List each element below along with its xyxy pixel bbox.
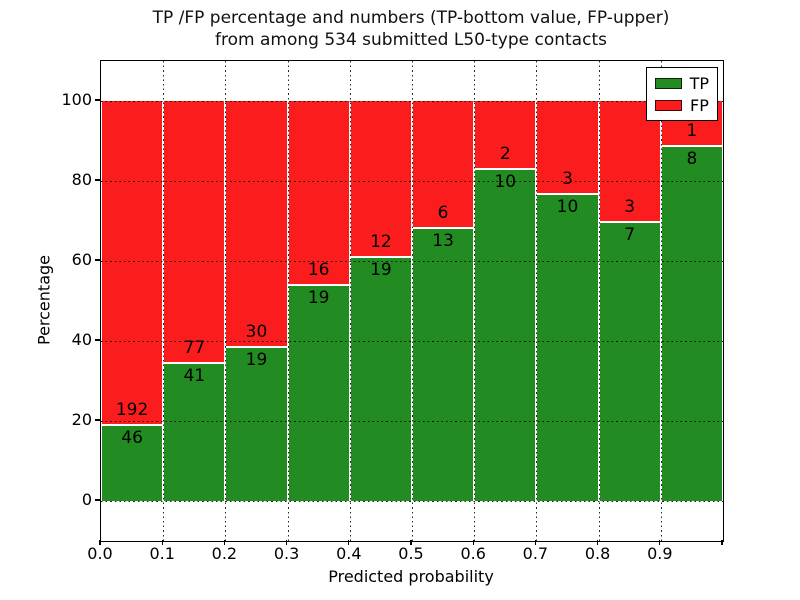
gridline-vertical (660, 61, 662, 541)
gridline-vertical (163, 61, 165, 541)
x-tick-label: 0.0 (87, 544, 113, 563)
fp-count-label: 192 (115, 399, 149, 420)
tp-count-label: 41 (183, 366, 206, 387)
bar-segment-tp (536, 193, 599, 501)
x-tick-mark (472, 540, 474, 545)
chart-title-line2: from among 534 submitted L50-type contac… (215, 30, 607, 50)
gridline-vertical (225, 61, 227, 541)
gridline-vertical (349, 61, 351, 541)
plot-area: TP FP 192 46 77 41 30 19 16 19 12 19 6 13 2 10 3 10 3 7 1 8 (100, 60, 724, 542)
gridline-vertical (536, 61, 538, 541)
bar-segment-fp (287, 101, 350, 284)
bar-segment-fp (225, 101, 288, 346)
x-tick-mark (596, 540, 599, 545)
x-tick-label: 0.5 (398, 544, 424, 563)
bar-segment-tp (101, 423, 164, 501)
fp-count-label: 2 (499, 143, 511, 164)
x-tick-label: 0.8 (584, 544, 611, 563)
chart-title-line1: TP /FP percentage and numbers (TP-bottom… (152, 8, 670, 28)
chart-title: TP /FP percentage and numbers (TP-bottom… (100, 7, 722, 51)
fp-count-label: 30 (245, 321, 268, 342)
bar-segment-fp (349, 101, 412, 256)
y-tick-mark (95, 259, 100, 261)
fp-count-label: 6 (437, 203, 449, 224)
bar-segment-fp (101, 101, 164, 424)
x-tick-mark (285, 540, 288, 545)
legend-item-fp: FP (655, 96, 709, 115)
tp-count-label: 19 (307, 287, 330, 308)
gridline-vertical (287, 61, 289, 541)
x-tick-mark (223, 540, 226, 545)
bar-segment-tp (163, 362, 226, 501)
x-tick-mark (348, 540, 350, 545)
x-tick-label: 0.9 (647, 544, 673, 563)
x-tick-mark (161, 540, 163, 545)
x-tick-label: 0.7 (522, 544, 549, 563)
tp-count-label: 8 (686, 149, 698, 170)
tp-count-label: 13 (432, 231, 454, 252)
tp-count-label: 10 (556, 197, 579, 218)
x-tick-mark (534, 540, 537, 545)
fp-count-label: 3 (624, 197, 636, 217)
fp-count-label: 77 (183, 338, 206, 359)
bar-segment-tp (598, 221, 661, 501)
tp-count-label: 46 (121, 427, 143, 448)
fp-count-label: 16 (307, 259, 330, 280)
fp-legend-label: FP (690, 96, 709, 115)
bar-segment-tp (412, 227, 475, 501)
tp-count-label: 19 (245, 349, 268, 370)
bar-segment-fp (163, 101, 226, 363)
x-tick-mark (659, 540, 661, 545)
fp-count-label: 3 (562, 169, 573, 190)
y-tick-label: 40 (71, 330, 92, 349)
x-tick-label: 0.3 (273, 544, 300, 563)
bar-segment-fp (536, 101, 599, 194)
x-tick-label: 0.4 (336, 544, 362, 563)
bar-segment-tp (660, 145, 723, 501)
y-tick-mark (95, 499, 100, 501)
x-tick-mark (721, 540, 723, 545)
bar-segment-tp (225, 345, 288, 501)
y-tick-label: 100 (61, 90, 92, 109)
y-tick-label: 20 (71, 410, 92, 429)
y-tick-mark (95, 339, 100, 341)
tp-legend-label: TP (689, 74, 709, 93)
tp-count-label: 7 (624, 225, 636, 245)
bar-segment-tp (474, 167, 537, 501)
x-tick-mark (410, 540, 412, 545)
y-tick-label: 80 (71, 170, 92, 189)
legend: TP FP (646, 67, 718, 121)
y-tick-mark (95, 99, 100, 101)
tp-legend-swatch (655, 78, 682, 89)
gridline-vertical (598, 61, 600, 541)
tp-count-label: 10 (494, 171, 517, 192)
bar-segment-tp (349, 255, 412, 501)
x-tick-mark (99, 540, 101, 545)
y-axis-label: Percentage (34, 254, 54, 346)
bar-segment-tp (287, 283, 350, 501)
y-tick-label: 60 (71, 250, 92, 269)
fp-count-label: 12 (370, 231, 392, 252)
tp-count-label: 19 (370, 259, 392, 280)
bar-segment-fp (412, 101, 475, 228)
fp-count-label: 1 (686, 121, 698, 142)
x-tick-label: 0.6 (460, 544, 486, 563)
y-tick-mark (95, 179, 100, 181)
legend-item-tp: TP (655, 74, 709, 93)
x-axis-label: Predicted probability (328, 567, 494, 586)
y-tick-label: 0 (81, 490, 92, 509)
y-tick-mark (95, 419, 100, 421)
gridline-vertical (474, 61, 476, 541)
x-tick-label: 0.2 (211, 544, 238, 563)
fp-legend-swatch (655, 100, 682, 111)
gridline-vertical (412, 61, 413, 541)
x-tick-label: 0.1 (149, 544, 175, 563)
